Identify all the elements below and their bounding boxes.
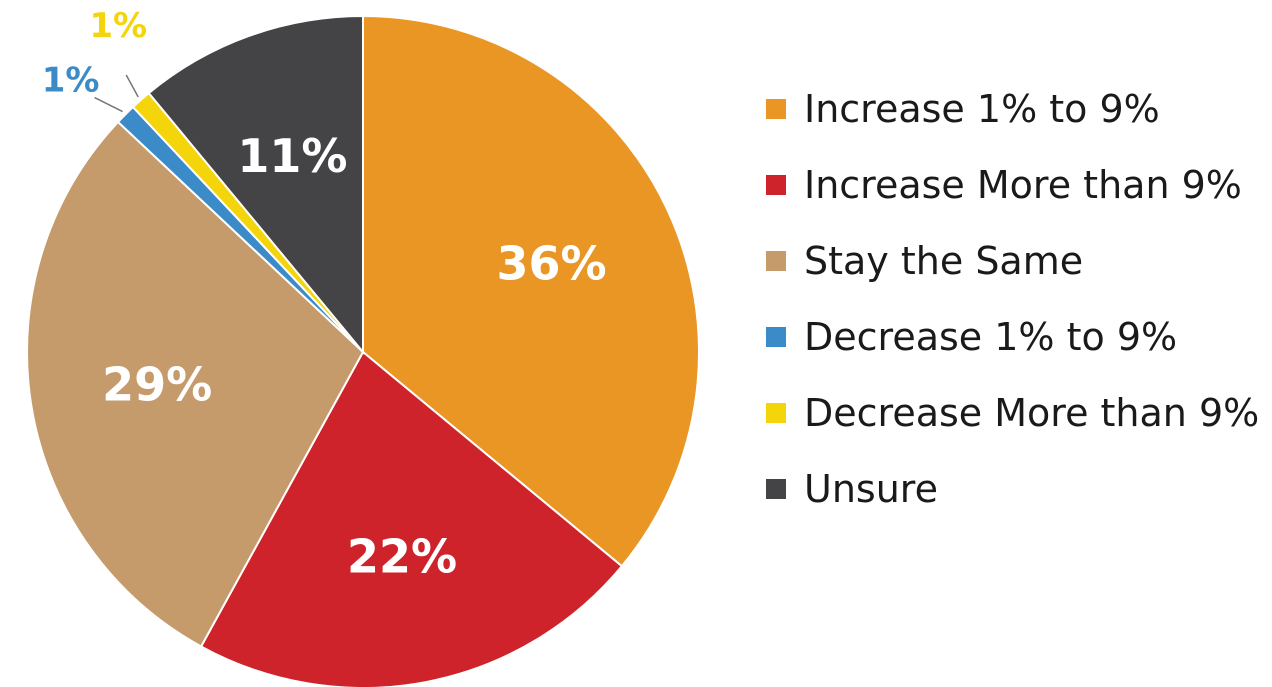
legend-swatch-decrease-1pct-to-9pct (766, 327, 786, 347)
legend-label-increase-1pct-to-9pct: Increase 1% to 9% (804, 87, 1160, 131)
legend: Increase 1% to 9% Increase More than 9% St… (766, 87, 1259, 511)
legend-swatch-stay-the-same (766, 251, 786, 271)
data-label-decrease-1pct-to-9pct: 1% (42, 61, 100, 101)
legend-swatch-increase-1pct-to-9pct (766, 99, 786, 119)
data-label-decrease-more-than-9pct: 1% (89, 6, 147, 46)
leader-line-decrease-more-than-9pct (125, 74, 139, 98)
pie-slice-increase-1pct-to-9pct (362, 14, 700, 568)
pie-slice-unsure (147, 14, 364, 355)
pie-slice-increase-more-than-9pct (199, 350, 624, 687)
legend-item-unsure: Unsure (766, 467, 938, 511)
data-label-stay-the-same: 29% (102, 358, 212, 412)
legend-item-increase-1pct-to-9pct: Increase 1% to 9% (766, 87, 1160, 131)
leader-line-decrease-1pct-to-9pct (94, 96, 123, 113)
legend-label-decrease-1pct-to-9pct: Decrease 1% to 9% (804, 315, 1177, 359)
legend-label-stay-the-same: Stay the Same (804, 239, 1083, 283)
slice-labels: 36% 22% 29% 1% 1% 11% (42, 6, 607, 584)
data-label-increase-more-than-9pct: 22% (347, 530, 457, 584)
legend-item-stay-the-same: Stay the Same (766, 239, 1083, 283)
legend-swatch-increase-more-than-9pct (766, 175, 786, 195)
callout-leaders (94, 74, 139, 113)
legend-item-decrease-1pct-to-9pct: Decrease 1% to 9% (766, 315, 1177, 359)
pie-slices (26, 14, 700, 687)
pie-slice-stay-the-same (26, 120, 365, 648)
legend-item-increase-more-than-9pct: Increase More than 9% (766, 163, 1242, 207)
legend-label-increase-more-than-9pct: Increase More than 9% (804, 163, 1242, 207)
legend-label-unsure: Unsure (804, 467, 938, 511)
legend-swatch-decrease-more-than-9pct (766, 403, 786, 423)
legend-swatch-unsure (766, 479, 786, 499)
data-label-unsure: 11% (237, 129, 347, 183)
legend-item-decrease-more-than-9pct: Decrease More than 9% (766, 391, 1259, 435)
data-label-increase-1pct-to-9pct: 36% (496, 236, 606, 290)
legend-label-decrease-more-than-9pct: Decrease More than 9% (804, 391, 1259, 435)
